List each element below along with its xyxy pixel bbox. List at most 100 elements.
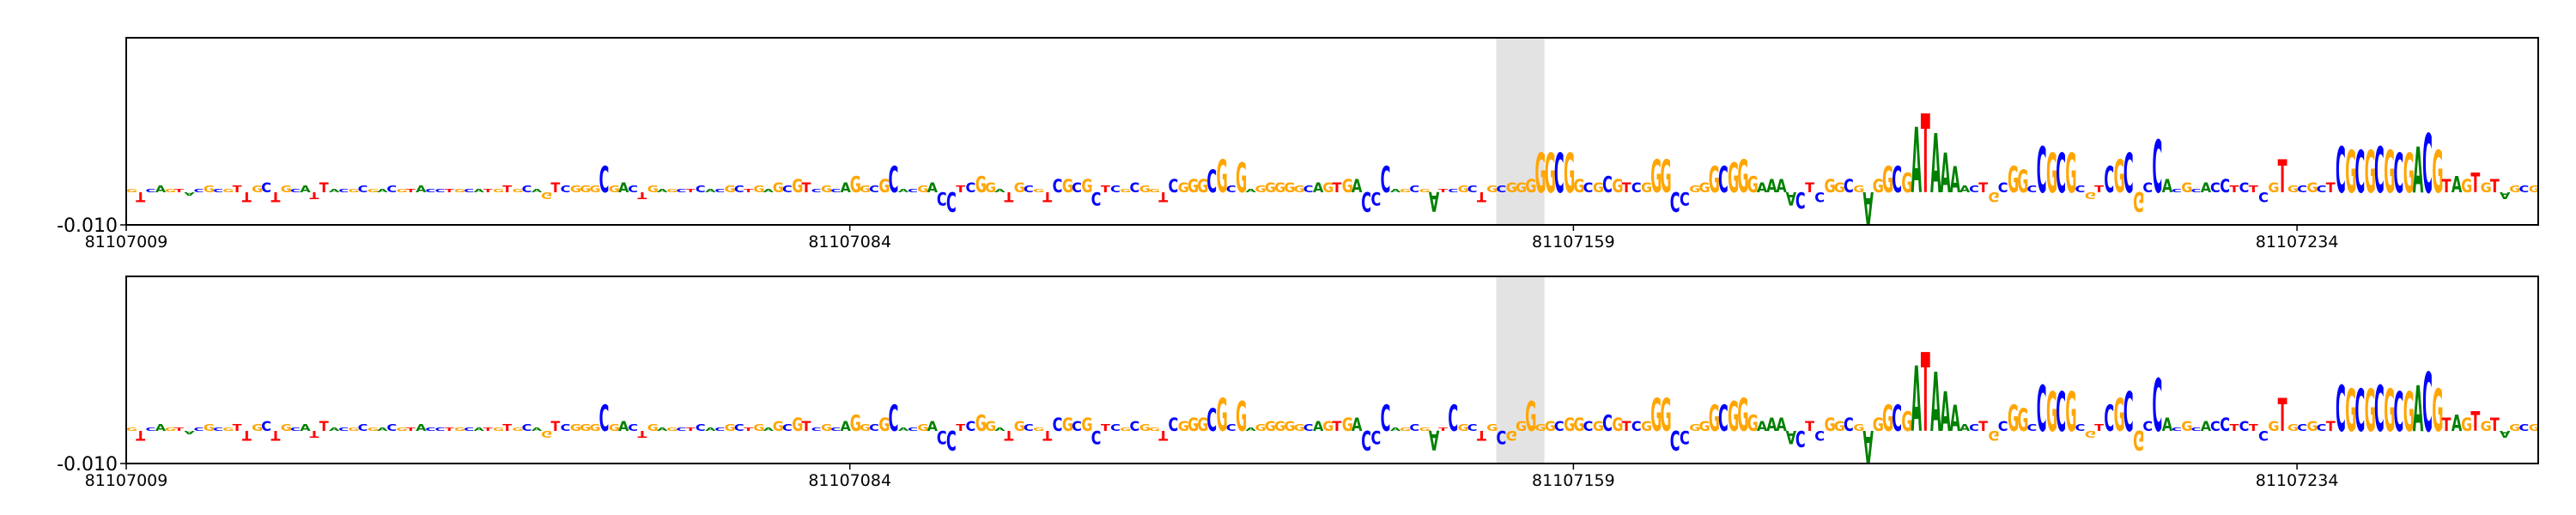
logo-letter: C — [2297, 422, 2307, 433]
logo-letter: G — [2481, 418, 2492, 434]
logo-letter: G — [368, 188, 379, 193]
logo-letter: G — [2085, 428, 2096, 439]
axes-frame — [125, 37, 2539, 226]
logo-letter: G — [1139, 422, 1151, 433]
logo-letter: C — [1370, 187, 1381, 208]
logo-letter: G — [753, 422, 764, 433]
logo-letter: G — [773, 418, 784, 434]
logo-letter: C — [1998, 418, 2008, 434]
logo-letter: T — [2278, 390, 2287, 442]
logo-letter: T — [744, 427, 754, 432]
logo-letter: C — [1554, 418, 1564, 434]
logo-letter: C — [386, 422, 397, 433]
logo-letter: C — [714, 188, 725, 193]
logo-letter: T — [406, 427, 416, 432]
logo-letter: G — [126, 427, 137, 432]
logo-letter: T — [319, 179, 329, 196]
logo-letter: G — [1689, 422, 1700, 433]
logo-letter: G — [512, 188, 523, 193]
logo-letter: G — [397, 188, 408, 193]
logo-letter: C — [1206, 163, 1217, 200]
logo-letter: G — [493, 427, 504, 432]
logo-letter: C — [1370, 426, 1381, 446]
logo-letter: G — [2268, 418, 2279, 434]
logo-letter: A — [1766, 177, 1777, 197]
logo-letter: C — [2519, 422, 2530, 433]
logo-letter: C — [1381, 399, 1391, 440]
logo-letter: G — [985, 179, 996, 196]
logo-letter: A — [927, 418, 939, 434]
logo-letter: C — [213, 188, 223, 193]
logo-letter: T — [1004, 189, 1013, 205]
logo-letter: T — [2249, 422, 2259, 433]
logo-letter: G — [850, 411, 861, 437]
logo-letter: G — [878, 177, 890, 197]
highlight-region — [1496, 38, 1545, 225]
logo-letter: G — [1033, 188, 1044, 193]
logo-letter: C — [2123, 142, 2134, 205]
x-tick-label: 81107234 — [2256, 233, 2339, 251]
logo-letter: G — [1419, 188, 1431, 193]
logo-letter: G — [1120, 427, 1131, 432]
logo-letter: C — [435, 188, 446, 193]
logo-letter: T — [1477, 427, 1486, 444]
logo-letter: A — [705, 427, 716, 432]
logo-letter: A — [2413, 373, 2423, 446]
logo-letter: G — [1236, 155, 1247, 203]
logo-letter: G — [580, 422, 591, 433]
logo-letter: G — [985, 418, 996, 434]
logo-letter: C — [782, 184, 793, 194]
logo-letter: C — [2191, 188, 2202, 193]
logo-letter: C — [1680, 187, 1690, 208]
logo-letter: C — [2317, 422, 2327, 433]
logo-letter: C — [2239, 418, 2250, 434]
logo-letter: T — [638, 190, 648, 200]
logo-letter: G — [773, 179, 784, 196]
logo-letter: C — [1130, 179, 1140, 196]
logo-letter: G — [917, 422, 928, 433]
logo-letter: A — [1862, 180, 1873, 233]
logo-letter: A — [657, 427, 668, 432]
logo-letter: G — [1322, 179, 1334, 196]
logo-letter: G — [1081, 415, 1092, 436]
logo-letter: A — [1776, 415, 1787, 436]
logo-letter: C — [464, 427, 474, 432]
logo-letter: T — [686, 188, 696, 193]
logo-letter: G — [2065, 380, 2076, 444]
logo-letter: C — [1361, 424, 1371, 456]
logo-letter: C — [734, 422, 744, 433]
logo-letter: G — [1178, 418, 1189, 434]
logo-letter: C — [1168, 177, 1178, 197]
logo-letter: G — [2509, 184, 2520, 194]
logo-letter: A — [155, 422, 167, 433]
x-tick-label: 81107009 — [85, 233, 168, 251]
logo-letter: G — [821, 184, 832, 194]
logo-letter: C — [213, 427, 223, 432]
logo-letter: G — [647, 422, 659, 433]
logo-letter: G — [1062, 177, 1073, 197]
x-tick-label: 81107159 — [1532, 471, 1615, 490]
logo-letter: G — [348, 188, 359, 193]
logo-letter: C — [628, 422, 638, 433]
logo-letter: G — [1458, 422, 1469, 433]
logo-letter: T — [686, 427, 696, 432]
logo-letter: G — [1593, 418, 1604, 434]
logo-letter: G — [1573, 415, 1584, 436]
logo-letter: A — [1245, 188, 1256, 193]
logo-letter: C — [2258, 189, 2269, 205]
logo-letter: T — [233, 422, 243, 433]
logo-letter: C — [1110, 184, 1121, 194]
logo-letter: G — [222, 427, 234, 432]
y-tick-label: -0.010 — [57, 454, 118, 476]
logo-letter: T — [406, 188, 416, 193]
logo-letter: G — [1661, 390, 1672, 442]
logo-letter: C — [2210, 418, 2221, 434]
logo-letter: G — [454, 188, 465, 193]
logo-letter: G — [2181, 418, 2192, 434]
logo-letter: C — [2422, 355, 2433, 450]
logo-letter: A — [1940, 380, 1951, 444]
logo-letter: G — [1901, 406, 1912, 438]
logo-letter: T — [242, 189, 252, 205]
logo-letter: G — [1593, 179, 1604, 196]
logo-letter: C — [1844, 415, 1854, 436]
